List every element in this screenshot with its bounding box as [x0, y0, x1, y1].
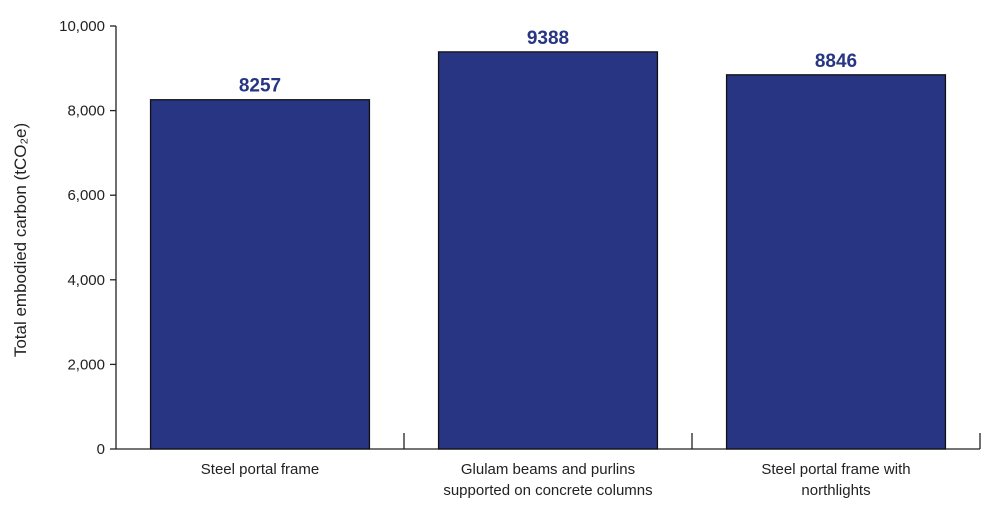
data-label: 8846 — [815, 51, 857, 72]
y-tick-label: 8,000 — [67, 103, 105, 120]
data-label: 9388 — [527, 28, 569, 49]
x-category-label: Steel portal frame with northlights — [761, 461, 910, 499]
y-tick-label: 2,000 — [67, 356, 105, 373]
x-category-label-line: Steel portal frame — [201, 461, 319, 478]
data-label: 8257 — [239, 76, 281, 97]
x-category-label: Steel portal frame — [201, 461, 319, 478]
x-category-label-line: Glulam beams and purlins — [461, 461, 635, 478]
bar — [437, 51, 659, 450]
bars-group — [149, 51, 947, 450]
bar — [725, 74, 947, 450]
x-category-label-line: supported on concrete columns — [443, 482, 652, 499]
x-category-label: Glulam beams and purlins supported on con… — [443, 461, 652, 499]
x-category-label-line: Steel portal frame with — [761, 461, 910, 478]
bar — [149, 99, 371, 450]
y-axis: 0 2,000 4,000 6,000 8,000 10,000 — [59, 18, 117, 458]
data-labels-group: 8257 9388 8846 — [239, 28, 857, 97]
y-tick-label: 4,000 — [67, 272, 105, 289]
y-tick-label: 6,000 — [67, 187, 105, 204]
x-category-label-line: northlights — [801, 482, 870, 499]
y-tick-label: 0 — [97, 441, 105, 458]
y-axis-title: Total embodied carbon (tCO₂e) — [11, 123, 30, 357]
y-tick-label: 10,000 — [59, 18, 105, 35]
category-labels-group: Steel portal frame Glulam beams and purli… — [201, 461, 911, 499]
